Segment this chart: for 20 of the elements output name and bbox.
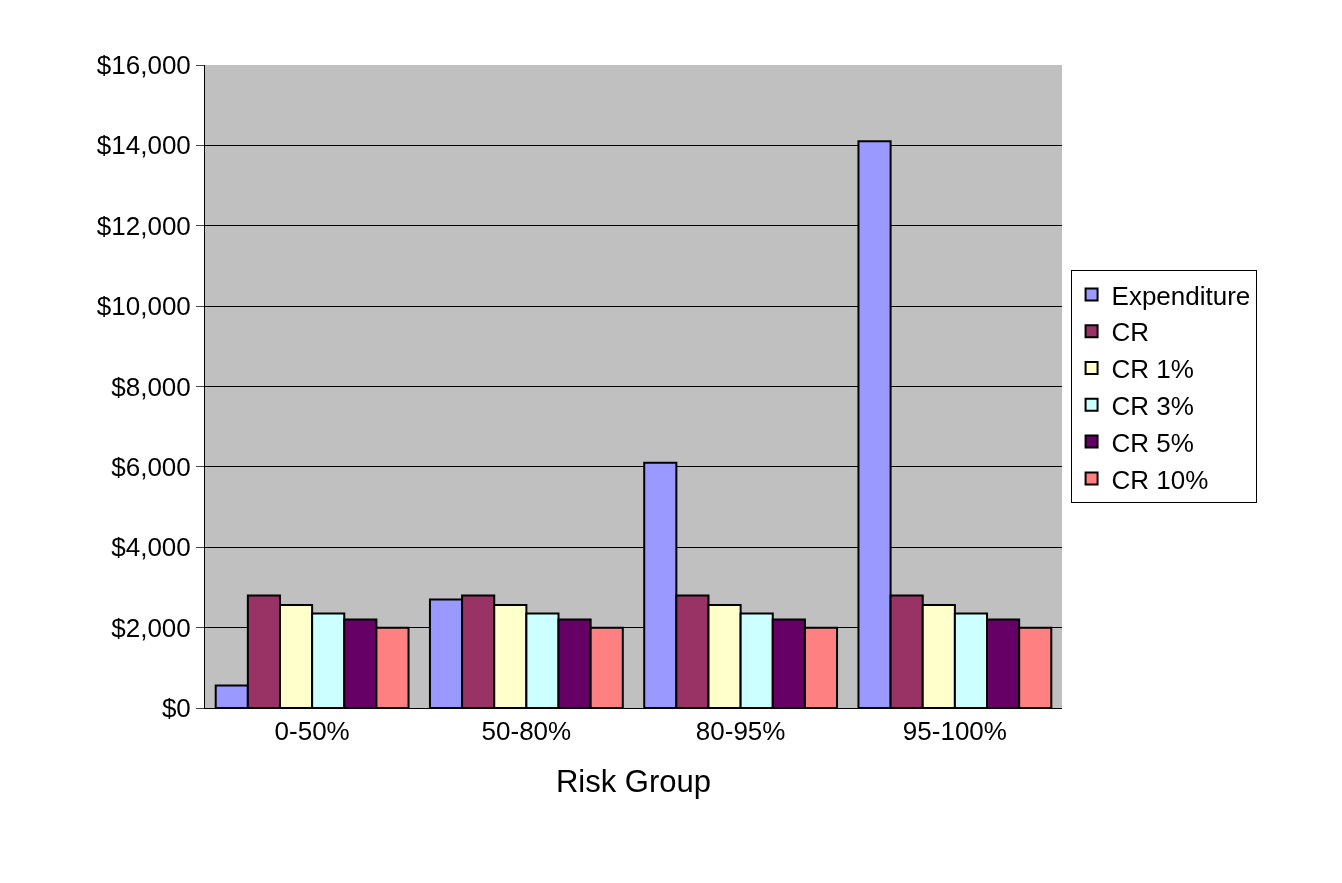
x-tick-label: 0-50% [274,716,350,747]
legend-label: CR 5% [1111,427,1194,458]
y-tick-label: $8,000 [111,371,191,402]
y-tick-label: $16,000 [96,50,191,81]
x-axis-title: Risk Group [555,764,712,800]
legend-label: Expenditure [1111,280,1251,311]
legend-label: CR 1% [1111,354,1194,385]
legend-label: CR 10% [1111,464,1209,495]
y-tick-label: $14,000 [96,130,191,161]
y-tick-label: $0 [161,693,191,724]
x-tick-label: 95-100% [902,716,1007,747]
x-tick-label: 80-95% [695,716,786,747]
y-tick-label: $12,000 [96,210,191,241]
y-tick-label: $6,000 [111,451,191,482]
y-tick-label: $10,000 [96,291,191,322]
y-tick-label: $4,000 [111,532,191,563]
legend-label: CR 3% [1111,390,1194,421]
y-tick-label: $2,000 [111,612,191,643]
x-tick-label: 50-80% [481,716,572,747]
legend-label: CR [1111,317,1150,348]
